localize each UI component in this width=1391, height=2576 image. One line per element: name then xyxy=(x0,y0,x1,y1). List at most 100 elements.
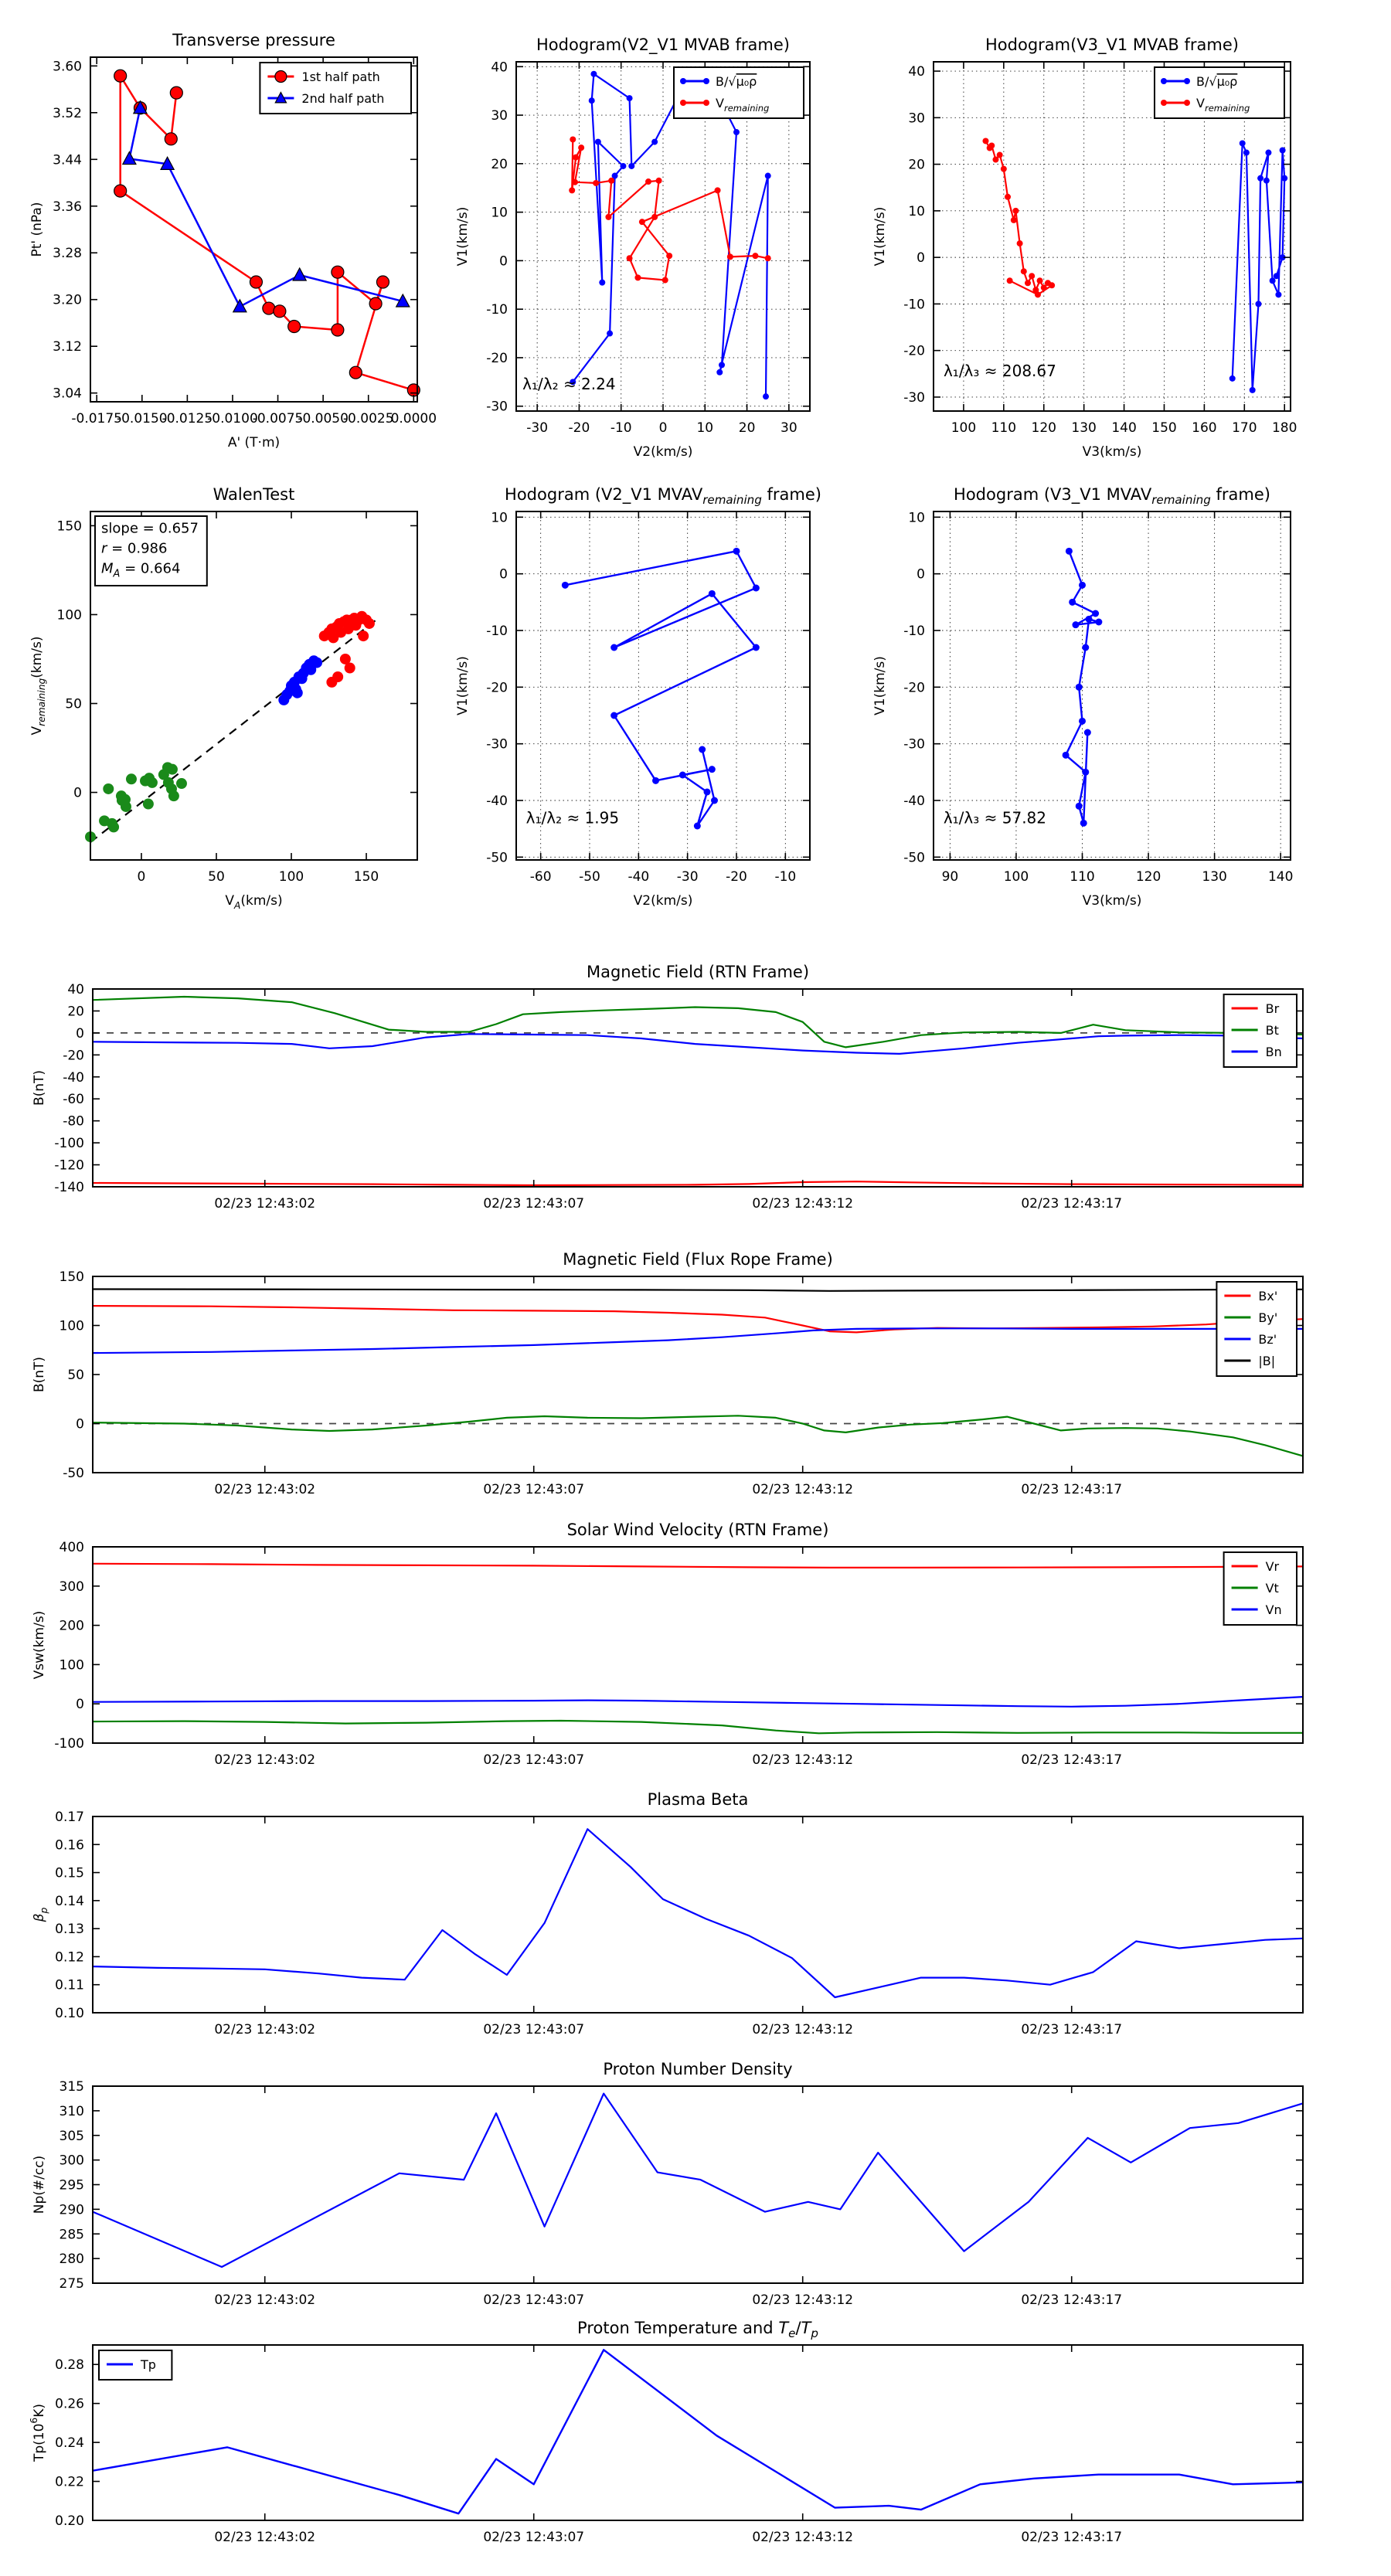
legend-label: B/√μ₀ρ xyxy=(716,74,757,89)
lambda-annotation: λ₁/λ₃ ≈ 208.67 xyxy=(944,362,1056,380)
y-tick-label: 275 xyxy=(60,2276,84,2292)
chart-hodogram-v3v1-mvab: 100 110 120 130 140 150 160 170 180 40 30 20 10 0 -10-… xyxy=(856,26,1314,467)
density-svg: 02/23 12:43:02 02/23 12:43:07 02/23 12:43:… xyxy=(32,2060,1304,2308)
chart-proton-temperature: 02/23 12:43:02 02/23 12:43:07 02/23 12:43:… xyxy=(15,2309,1326,2576)
x-tick-label: 100 xyxy=(1004,869,1029,885)
series-B-over-sqrt-mu0rho xyxy=(572,73,769,397)
y-tick-label: 0.14 xyxy=(55,1894,84,1909)
x-tick-label: 160 xyxy=(1192,420,1216,436)
walen-test-svg: 0 50 100 150 150 100 50 0 WalenTest VA(km/s) Vrema… xyxy=(29,485,418,911)
y-tick-label: 0 xyxy=(76,1697,84,1712)
x-tick-label: 02/23 12:43:02 xyxy=(214,2292,315,2308)
x-tick-label: 02/23 12:43:02 xyxy=(214,2022,315,2037)
chart-title: Transverse pressure xyxy=(172,31,335,49)
y-tick-label: 50 xyxy=(65,697,82,712)
y-tick-label: 3.44 xyxy=(53,152,82,168)
x-tick-label: 02/23 12:43:02 xyxy=(214,1752,315,1768)
y-tick-label: 100 xyxy=(60,1319,84,1334)
chart-title: Hodogram (V3_V1 MVAVremaining frame) xyxy=(954,485,1270,507)
series-B-over-sqrt-mu0rho xyxy=(565,550,757,828)
series-B-over-sqrt-mu0rho-markers xyxy=(570,70,771,400)
legend-label: B/√μ₀ρ xyxy=(1196,74,1237,89)
series-second-half-path-markers xyxy=(121,100,410,313)
x-tick-label: 02/23 12:43:12 xyxy=(752,2530,853,2545)
lambda-annotation: λ₁/λ₃ ≈ 57.82 xyxy=(944,808,1046,827)
y-tick-label: -20 xyxy=(63,1048,84,1063)
x-tick-label: 150 xyxy=(1151,420,1176,436)
y-tick-label: 3.36 xyxy=(53,199,82,215)
axes-frame xyxy=(515,511,811,861)
x-tick-label: 02/23 12:43:02 xyxy=(214,1196,315,1212)
velocity-svg: 02/23 12:43:02 02/23 12:43:07 02/23 12:43:… xyxy=(32,1521,1304,1768)
x-tick-label: -0.0175 xyxy=(71,411,122,427)
x-tick-label: 02/23 12:43:07 xyxy=(483,2530,584,2545)
x-tick-label: 02/23 12:43:02 xyxy=(214,2530,315,2545)
x-tick-label: 130 xyxy=(1202,869,1226,885)
series-Bn xyxy=(92,1033,1304,1055)
x-tick-label: 120 xyxy=(1032,420,1056,436)
stats-text-box: slope = 0.657 r = 0.986 MA = 0.664 xyxy=(94,515,208,586)
x-tick-label: 02/23 12:43:17 xyxy=(1021,1196,1122,1212)
legend-label: |B| xyxy=(1258,1354,1275,1368)
x-tick-label: 180 xyxy=(1272,420,1297,436)
x-tick-label: 02/23 12:43:12 xyxy=(752,2022,853,2037)
legend: Br Bt Bn xyxy=(1223,994,1297,1068)
series-walen-green-cluster-markers xyxy=(85,762,187,843)
chart-title: Solar Wind Velocity (RTN Frame) xyxy=(567,1521,829,1539)
x-tick-label: 02/23 12:43:17 xyxy=(1021,2530,1122,2545)
x-tick-label: 10 xyxy=(696,420,713,436)
x-tick-label: 02/23 12:43:07 xyxy=(483,1196,584,1212)
y-tick-label: 0 xyxy=(917,567,925,583)
chart-title: Magnetic Field (Flux Rope Frame) xyxy=(563,1250,833,1269)
transverse-pressure-svg: -0.0175-0.0150-0.0125-0.0100-0.0075-0.00… xyxy=(29,31,437,450)
x-tick-label: 170 xyxy=(1232,420,1257,436)
chart-hodogram-v2v1-mvab: -30 -20 -10 0 10 20 30 40 30 20 10 0 -10 -20 -30 Hodogr… xyxy=(439,26,833,467)
chart-plasma-beta: 02/23 12:43:02 02/23 12:43:07 02/23 12:43:… xyxy=(15,1781,1326,2068)
y-tick-label: 0.15 xyxy=(55,1866,84,1881)
y-tick-label: 315 xyxy=(60,2079,84,2095)
y-tick-label: 290 xyxy=(60,2202,84,2217)
y-tick-label: -60 xyxy=(63,1092,84,1107)
y-tick-label: 0 xyxy=(73,786,82,801)
series-Bz-prime xyxy=(92,1327,1303,1354)
beta-svg: 02/23 12:43:02 02/23 12:43:07 02/23 12:43:… xyxy=(32,1790,1304,2037)
y-tick-label: 0.28 xyxy=(55,2357,84,2373)
y-tick-label: -20 xyxy=(486,351,508,366)
y-tick-label: -30 xyxy=(486,737,508,753)
y-tick-label: -50 xyxy=(63,1466,84,1481)
y-tick-label: 0.16 xyxy=(55,1837,84,1853)
x-tick-label: 110 xyxy=(1070,869,1094,885)
y-tick-label: 10 xyxy=(908,204,925,219)
y-tick-label: -40 xyxy=(903,794,925,809)
y-tick-label: -40 xyxy=(63,1070,84,1086)
y-tick-label: 3.52 xyxy=(53,106,82,121)
legend-label: By' xyxy=(1258,1310,1277,1325)
x-tick-label: 02/23 12:43:12 xyxy=(752,1752,853,1768)
series-Vr xyxy=(92,1562,1304,1568)
x-tick-label: -0.0025 xyxy=(343,411,394,427)
axes-frame xyxy=(90,511,418,861)
y-tick-label: -100 xyxy=(54,1136,84,1151)
legend: B/√μ₀ρ Vremaining xyxy=(1154,66,1285,119)
series-By-prime xyxy=(92,1415,1304,1457)
y-tick-label: 40 xyxy=(491,59,508,75)
x-tick-label: 140 xyxy=(1111,420,1136,436)
x-tick-label: -20 xyxy=(726,869,747,885)
legend-label: Vr xyxy=(1266,1559,1280,1574)
x-tick-label: -10 xyxy=(774,869,796,885)
legend: Vr Vt Vn xyxy=(1223,1551,1297,1626)
x-tick-label: 02/23 12:43:07 xyxy=(483,1482,584,1497)
legend-label: Bn xyxy=(1266,1045,1282,1059)
x-tick-label: -0.0125 xyxy=(162,411,213,427)
y-tick-label: -50 xyxy=(903,850,925,865)
chart-solar-wind-velocity: 02/23 12:43:02 02/23 12:43:07 02/23 12:43:… xyxy=(15,1511,1326,1799)
x-axis-label: VA(km/s) xyxy=(225,893,282,911)
y-tick-label: 400 xyxy=(60,1540,84,1555)
y-tick-label: 3.12 xyxy=(53,339,82,355)
y-tick-label: 150 xyxy=(60,1269,84,1285)
axes-frame xyxy=(90,56,418,403)
series-first-half-path-markers xyxy=(114,69,420,397)
chart-title: Proton Temperature and Te/Tp xyxy=(577,2319,818,2340)
y-tick-label: 280 xyxy=(60,2251,84,2267)
